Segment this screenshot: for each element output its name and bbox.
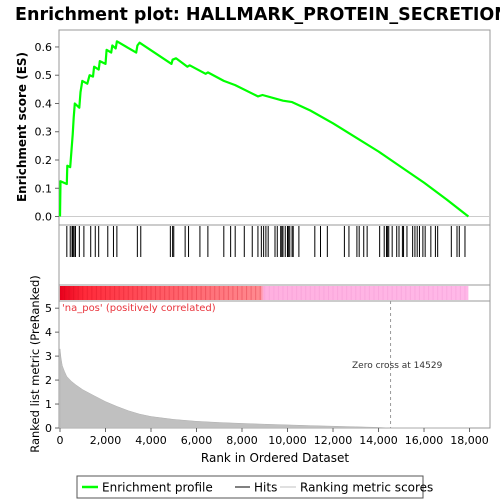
rank-color-band — [58, 284, 491, 302]
enrichment-profile-line — [58, 40, 470, 218]
legend-hits-label: Hits — [254, 481, 277, 495]
legend: Enrichment profile Hits Ranking metric s… — [76, 475, 433, 499]
es-tick-label: 0.4 — [35, 97, 53, 110]
es-tick-label: 0.6 — [35, 41, 53, 54]
x-tick-label: 6,000 — [181, 434, 213, 447]
x-tick-label: 10,000 — [268, 434, 307, 447]
es-axis-label: Enrichment score (ES) — [15, 52, 29, 202]
rank-band-fill — [60, 286, 469, 300]
x-tick-label: 0 — [57, 434, 64, 447]
rank-tick-label: 1 — [45, 398, 52, 411]
hits-panel — [58, 224, 491, 286]
ranking-plot-frame — [58, 300, 491, 429]
x-tick-label: 2,000 — [90, 434, 122, 447]
x-tick-label: 16,000 — [405, 434, 444, 447]
rank-tick-label: 5 — [45, 302, 52, 315]
es-tick-label: 0.0 — [35, 211, 53, 224]
rank-tick-label: 4 — [45, 326, 52, 339]
x-tick-label: 14,000 — [359, 434, 398, 447]
es-tick-label: 0.1 — [35, 182, 53, 195]
ranking-metric-area — [59, 348, 470, 429]
es-tick-label: 0.2 — [35, 154, 53, 167]
chart-title: Enrichment plot: HALLMARK_PROTEIN_SECRET… — [15, 5, 500, 25]
x-tick-label: 18,000 — [450, 434, 489, 447]
ranking-axis-label: Ranked list metric (PreRanked) — [28, 275, 42, 453]
enrichment-panel: 0.0 0.1 0.2 0.3 0.4 0.5 0.6 Enrichment score (… — [15, 29, 491, 226]
rank-tick-label: 0 — [45, 422, 52, 435]
positive-correlation-label: 'na_pos' (positively correlated) — [62, 303, 216, 314]
enrichment-plot-frame — [58, 29, 491, 226]
x-tick-label: 8,000 — [226, 434, 258, 447]
x-axis-label: Rank in Ordered Dataset — [201, 451, 349, 465]
x-tick-label: 12,000 — [314, 434, 353, 447]
rank-tick-label: 3 — [45, 350, 52, 363]
legend-ranking-label: Ranking metric scores — [300, 481, 433, 495]
es-tick-label: 0.5 — [35, 69, 53, 82]
zero-cross-label: Zero cross at 14529 — [352, 361, 443, 371]
rank-tick-label: 2 — [45, 374, 52, 387]
legend-enrichment-label: Enrichment profile — [102, 481, 213, 495]
es-tick-label: 0.3 — [35, 126, 53, 139]
x-tick-label: 4,000 — [135, 434, 167, 447]
